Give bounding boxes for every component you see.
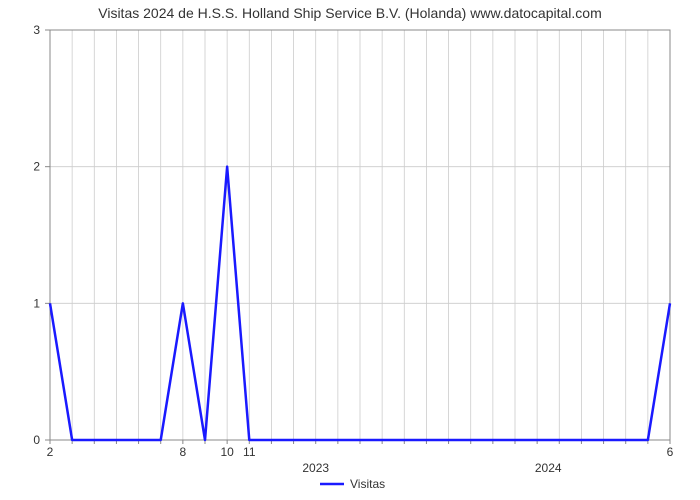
y-tick-label: 3 (33, 23, 40, 37)
x-tick-label: 11 (243, 445, 256, 459)
x-year-label: 2023 (302, 461, 329, 475)
line-chart: Visitas 2024 de H.S.S. Holland Ship Serv… (0, 0, 700, 500)
x-tick-label: 6 (667, 445, 674, 459)
y-tick-label: 0 (33, 433, 40, 447)
y-tick-label: 2 (33, 160, 40, 174)
chart-title: Visitas 2024 de H.S.S. Holland Ship Serv… (98, 5, 602, 21)
legend-label: Visitas (350, 477, 385, 491)
x-year-label: 2024 (535, 461, 562, 475)
x-tick-label: 8 (180, 445, 187, 459)
x-tick-label: 2 (47, 445, 54, 459)
y-tick-label: 1 (33, 296, 40, 310)
x-tick-label: 10 (220, 445, 234, 459)
